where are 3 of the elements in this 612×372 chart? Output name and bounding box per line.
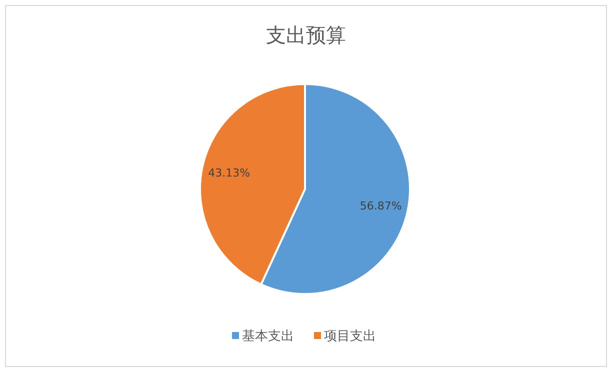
legend-label: 项目支出 [324,329,376,344]
legend-label: 基本支出 [242,329,294,344]
title: 支出预算 [266,23,346,47]
